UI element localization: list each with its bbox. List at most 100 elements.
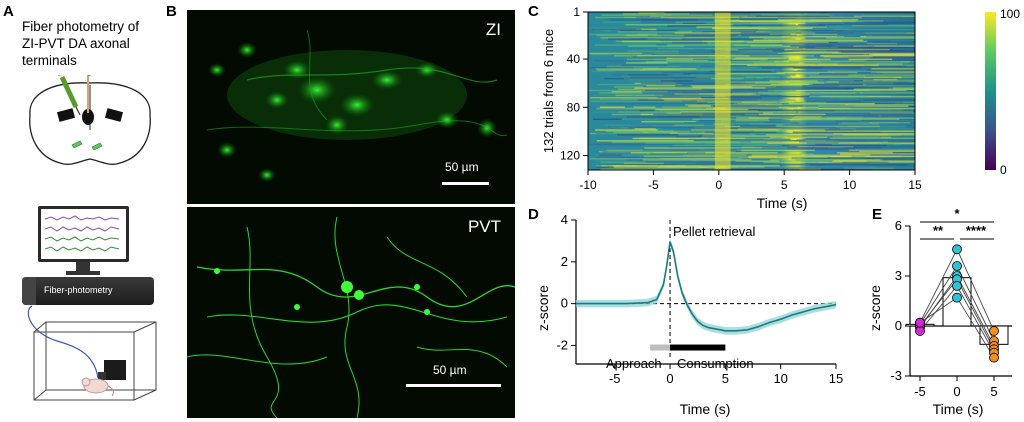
heatmap-row-segment	[680, 111, 796, 113]
heatmap-row-segment	[855, 148, 915, 150]
heatmap-row-segment	[713, 14, 835, 16]
heatmap-row-segment	[857, 148, 898, 150]
micrograph-pvt-image	[187, 207, 515, 418]
heatmap-row-segment	[748, 155, 852, 158]
bar-ylabel: z-score	[867, 285, 883, 331]
heatmap-row-segment	[613, 131, 648, 134]
heatmap-row-segment	[745, 143, 882, 146]
heatmap-row-segment	[683, 73, 727, 75]
pellet-annotation: Pellet retrieval	[673, 224, 755, 239]
heatmap-row-segment	[794, 116, 822, 118]
heatmap-row-segment	[591, 53, 653, 56]
heatmap-row-segment	[601, 14, 672, 16]
heatmap-row-segment	[595, 44, 657, 46]
panel-c-letter: C	[528, 3, 539, 20]
heatmap-row-segment	[860, 104, 915, 106]
heatmap-row-segment	[778, 82, 894, 85]
heatmap-row-segment	[630, 56, 720, 58]
heatmap-row-segment	[783, 114, 882, 117]
heatmap-row-segment	[823, 56, 873, 58]
heatmap-row-segment	[620, 29, 680, 32]
heatmap-row-segment	[715, 12, 796, 14]
heatmap-row-segment	[632, 137, 745, 140]
heatmap-row-segment	[870, 71, 915, 74]
heatmap-row-segment	[608, 53, 655, 56]
consumption-label: Consumption	[677, 356, 754, 371]
heatmap-row-segment	[764, 31, 837, 33]
heatmap-row-segment	[590, 143, 649, 146]
heatmap-row-segment	[838, 123, 880, 125]
heatmap-row-segment	[618, 31, 699, 33]
heatmap-row-segment	[653, 113, 745, 116]
heatmap-row-segment	[868, 122, 911, 124]
sig-star-right: ****	[966, 223, 987, 238]
heatmap-row-segment	[612, 165, 638, 167]
heatmap-row-segment	[860, 126, 908, 129]
heatmap-row-segment	[857, 159, 915, 161]
heatmap-row-segment	[609, 68, 722, 70]
heatmap-row-segment	[638, 12, 665, 14]
heatmap-row-segment	[748, 117, 770, 119]
heatmap-row-segment	[668, 146, 798, 148]
heatmap-row-segment	[704, 148, 794, 150]
heatmap-row-segment	[632, 56, 725, 58]
heatmap-row-segment	[798, 41, 838, 44]
heatmap-row-segment	[842, 23, 915, 26]
heatmap-row-segment	[825, 25, 915, 27]
heatmap-row-segment	[808, 62, 908, 64]
panel-a-title-line: terminals	[22, 53, 77, 68]
heatmap-row-segment	[592, 70, 616, 73]
heatmap-row-segment	[835, 44, 915, 46]
heatmap-row-segment	[844, 167, 894, 170]
heatmap-row-segment	[790, 45, 875, 48]
heatmap-row-segment	[652, 49, 715, 51]
consumption-bar	[670, 344, 726, 351]
heatmap-row-segment	[733, 88, 845, 91]
bar-y-tick-label: 3	[895, 268, 902, 283]
heatmap-row-segment	[742, 16, 862, 19]
heatmap-row-segment	[599, 92, 643, 94]
heatmap-row-segment	[675, 136, 701, 138]
monitor-screen	[41, 209, 126, 259]
heatmap-row-segment	[775, 125, 880, 128]
heatmap-row-segment	[589, 52, 679, 55]
heatmap-ylabel: 132 trials from 6 mice	[541, 29, 556, 153]
heatmap-row-segment	[774, 89, 869, 92]
heatmap-row-segment	[867, 59, 915, 62]
heatmap-row-segment	[657, 47, 743, 50]
heatmap-row-segment	[834, 160, 867, 162]
heatmap-row-segment	[807, 158, 874, 160]
heatmap-row-segment	[747, 25, 836, 27]
heatmap-row-segment	[702, 135, 802, 137]
heatmap-row-segment	[867, 46, 909, 49]
heatmap-row-segment	[793, 101, 903, 104]
heatmap-row-segment	[614, 86, 643, 88]
heatmap-row-segment	[791, 158, 906, 160]
heatmap-row-segment	[747, 41, 829, 44]
heatmap-row-segment	[725, 95, 810, 98]
heatmap-row-segment	[622, 59, 665, 62]
heatmap-row-segment	[621, 64, 668, 67]
heatmap-row-segment	[637, 161, 752, 164]
zscore-trace	[576, 241, 837, 332]
heatmap-row-segment	[787, 76, 902, 79]
heatmap-row-segment	[778, 73, 859, 75]
heatmap-row-segment	[779, 99, 804, 101]
data-point	[952, 292, 962, 303]
heatmap-row-segment	[844, 22, 915, 25]
heatmap-row-segment	[662, 118, 693, 121]
heatmap-row-segment	[818, 107, 915, 110]
heatmap-peak-band	[714, 12, 731, 170]
heatmap-row-segment	[839, 100, 915, 103]
heatmap-row-segment	[821, 26, 915, 28]
panel-a-title: Fiber photometry of ZI-PVT DA axonal ter…	[22, 18, 139, 69]
heatmap-row-segment	[622, 13, 696, 15]
heatmap-row-segment	[865, 155, 915, 158]
heatmap-row-segment	[593, 94, 636, 97]
heatmap-row-segment	[718, 137, 791, 140]
heatmap-row-segment	[679, 65, 810, 68]
heatmap-row-segment	[817, 96, 915, 99]
bar-x-tick-label: -5	[914, 384, 926, 399]
heatmap-row-segment	[736, 149, 816, 152]
heatmap-row-segment	[688, 138, 791, 141]
